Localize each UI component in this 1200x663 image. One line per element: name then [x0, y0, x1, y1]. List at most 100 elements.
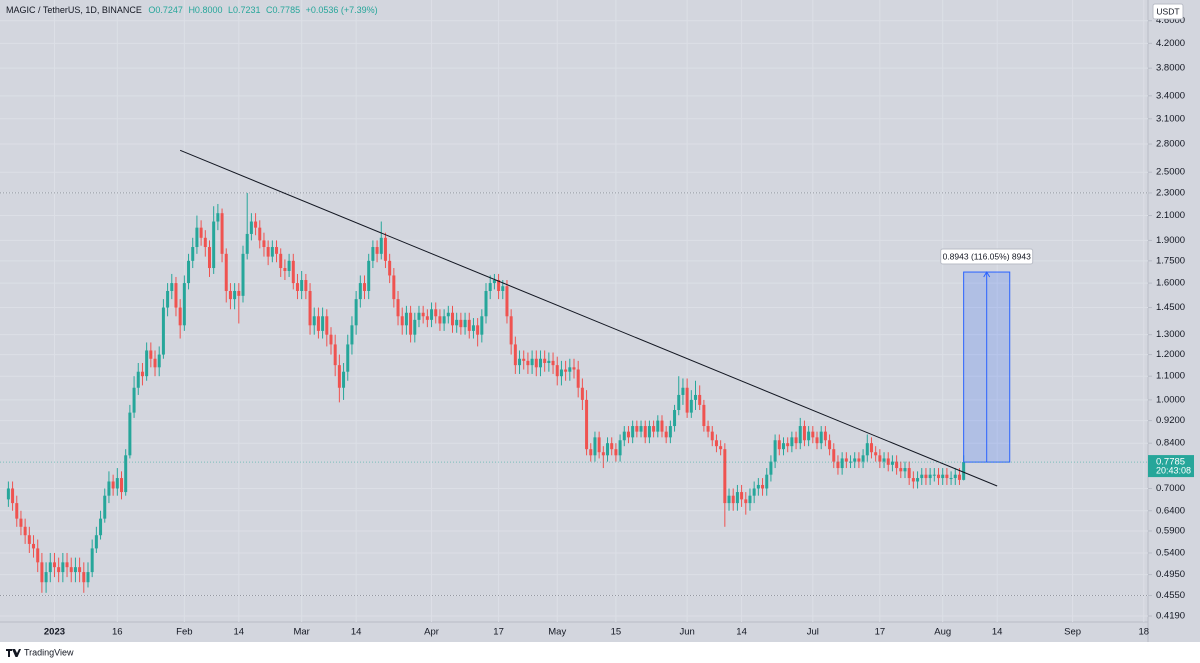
candle-body	[404, 312, 408, 326]
candle-body	[631, 426, 635, 438]
candle-body	[258, 227, 262, 241]
candle-body	[606, 443, 610, 456]
candle-body	[174, 283, 178, 308]
candle-body	[375, 247, 379, 254]
candle-body	[790, 437, 794, 447]
candle-body	[379, 237, 383, 254]
candle-body	[807, 431, 811, 441]
candle-body	[932, 474, 936, 476]
candle-body	[836, 461, 840, 469]
candle-body	[233, 290, 237, 300]
candle-body	[396, 299, 400, 317]
candle-body	[400, 316, 404, 326]
y-tick-label: 0.9200	[1156, 415, 1185, 426]
candle-body	[677, 394, 681, 411]
last-price-label: 0.7785	[1156, 457, 1185, 468]
candle-body	[710, 431, 714, 441]
x-tick-label: 15	[611, 627, 622, 638]
y-tick-label: 0.4550	[1156, 590, 1185, 601]
candle-body	[430, 309, 434, 320]
candle-body	[593, 437, 597, 456]
candle-body	[417, 312, 421, 320]
x-tick-label: 17	[493, 627, 504, 638]
grid	[0, 192, 1148, 597]
candle-body	[513, 344, 517, 366]
candle-body	[459, 319, 463, 328]
y-tick-label: 1.3000	[1156, 329, 1185, 340]
candle-body	[57, 567, 61, 573]
plot-background	[0, 0, 1148, 622]
candle-body	[953, 474, 957, 479]
candle-body	[195, 227, 199, 248]
candle-body	[19, 518, 23, 527]
candle-body	[321, 316, 325, 331]
candle-body	[23, 526, 27, 536]
candle-body	[300, 280, 304, 291]
candle-body	[207, 247, 211, 269]
candle-body	[723, 449, 727, 504]
x-tick-label: Aug	[934, 627, 951, 638]
logo	[6, 649, 21, 657]
candle-body	[279, 253, 283, 269]
candle-body	[115, 478, 119, 489]
header: MAGIC / TetherUS, 1D, BINANCE O0.7247 H0…	[6, 5, 378, 15]
candle-body	[685, 387, 689, 413]
candle-body	[44, 572, 48, 583]
candle-body	[241, 253, 245, 296]
y-tick-label: 0.4950	[1156, 569, 1185, 580]
candle-body	[656, 420, 660, 432]
candle-body	[585, 399, 589, 450]
x-tick-label: Apr	[424, 627, 439, 638]
candle-body	[145, 350, 149, 377]
candle-body	[312, 316, 316, 326]
candle-body	[199, 227, 203, 238]
candle-body	[337, 365, 341, 388]
last-price-tag	[1148, 455, 1194, 478]
candle-body	[350, 325, 354, 345]
candle-body	[245, 233, 249, 254]
measure-label-box	[940, 248, 1034, 265]
candle-body	[161, 307, 165, 355]
y-tick-label: 1.2000	[1156, 349, 1185, 360]
candle-body	[140, 371, 144, 377]
y-tick-label: 2.3000	[1156, 187, 1185, 198]
candle-body	[212, 221, 216, 269]
candle-body	[568, 367, 572, 372]
x-tick-label: 2023	[44, 627, 65, 638]
candle-body	[652, 426, 656, 432]
candle-body	[924, 474, 928, 479]
candle-body	[425, 316, 429, 320]
footer-background	[0, 642, 1200, 663]
x-tick-label: May	[548, 627, 566, 638]
candle-body	[543, 358, 547, 363]
candle-body	[191, 247, 195, 261]
candle-body	[626, 431, 630, 438]
candle-body	[765, 474, 769, 489]
candle-body	[65, 562, 69, 568]
candle-body	[73, 567, 77, 573]
candle-body	[786, 443, 790, 447]
candle-body	[907, 468, 911, 479]
y-tick-label: 1.7500	[1156, 255, 1185, 266]
currency: USDT	[1156, 6, 1179, 16]
x-tick-label: 14	[992, 627, 1003, 638]
candle-body	[220, 213, 224, 254]
currency-button[interactable]	[1152, 3, 1184, 20]
candle-body	[354, 299, 358, 326]
candle-body	[555, 365, 559, 377]
candle-body	[463, 319, 467, 328]
candle-body	[744, 499, 748, 504]
y-tick-label: 3.1000	[1156, 113, 1185, 124]
candle-body	[471, 325, 475, 331]
candle-body	[237, 290, 241, 296]
candle-body	[903, 468, 907, 472]
candle-body	[899, 468, 903, 472]
candle-body	[823, 431, 827, 441]
candle-body	[383, 237, 387, 261]
candle-body	[681, 387, 685, 395]
ohlc-high: H0.8000	[188, 5, 222, 15]
candle-body	[522, 358, 526, 361]
candle-body	[342, 371, 346, 388]
candle-body	[773, 440, 777, 462]
